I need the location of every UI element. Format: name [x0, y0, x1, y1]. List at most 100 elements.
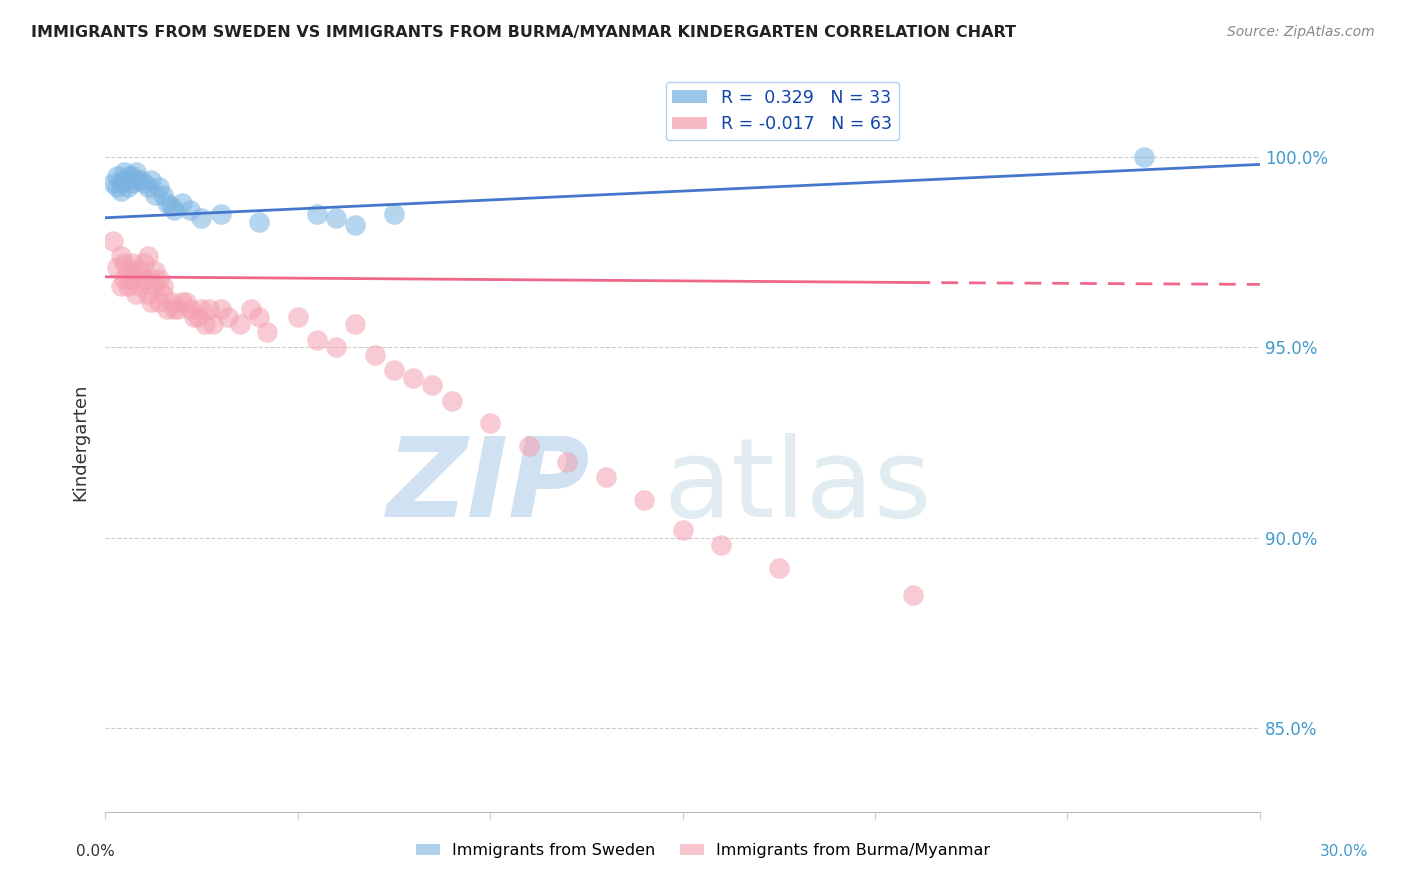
- Point: [136, 287, 159, 301]
- Point: [114, 256, 136, 270]
- Point: [125, 287, 148, 301]
- Point: [363, 348, 385, 362]
- Point: [256, 325, 278, 339]
- Point: [105, 260, 128, 275]
- Point: [132, 256, 155, 270]
- Point: [121, 256, 143, 270]
- Point: [125, 264, 148, 278]
- Point: [125, 165, 148, 179]
- Point: [101, 177, 124, 191]
- Point: [194, 318, 217, 332]
- Point: [179, 302, 201, 317]
- Point: [167, 302, 190, 317]
- Text: atlas: atlas: [664, 434, 932, 541]
- Text: Source: ZipAtlas.com: Source: ZipAtlas.com: [1227, 25, 1375, 39]
- Point: [143, 264, 166, 278]
- Point: [201, 318, 224, 332]
- Point: [152, 279, 174, 293]
- Point: [768, 561, 790, 575]
- Point: [159, 294, 181, 309]
- Point: [209, 207, 232, 221]
- Point: [152, 187, 174, 202]
- Point: [148, 180, 170, 194]
- Point: [141, 271, 163, 285]
- Point: [110, 249, 132, 263]
- Point: [240, 302, 263, 317]
- Point: [110, 279, 132, 293]
- Point: [156, 195, 179, 210]
- Point: [555, 454, 578, 468]
- Point: [105, 180, 128, 194]
- Point: [247, 214, 270, 228]
- Point: [156, 302, 179, 317]
- Point: [110, 184, 132, 198]
- Point: [132, 177, 155, 191]
- Point: [117, 279, 139, 293]
- Point: [110, 177, 132, 191]
- Point: [121, 169, 143, 183]
- Point: [174, 294, 197, 309]
- Point: [163, 302, 186, 317]
- Point: [1133, 150, 1156, 164]
- Text: IMMIGRANTS FROM SWEDEN VS IMMIGRANTS FROM BURMA/MYANMAR KINDERGARTEN CORRELATION: IMMIGRANTS FROM SWEDEN VS IMMIGRANTS FRO…: [31, 25, 1017, 40]
- Point: [305, 333, 328, 347]
- Point: [128, 279, 150, 293]
- Point: [402, 370, 425, 384]
- Point: [517, 439, 540, 453]
- Point: [163, 203, 186, 218]
- Point: [117, 180, 139, 194]
- Point: [382, 363, 405, 377]
- Point: [121, 177, 143, 191]
- Point: [172, 195, 194, 210]
- Point: [114, 165, 136, 179]
- Point: [190, 302, 212, 317]
- Point: [148, 271, 170, 285]
- Point: [117, 169, 139, 183]
- Point: [710, 538, 733, 552]
- Point: [305, 207, 328, 221]
- Point: [141, 294, 163, 309]
- Point: [209, 302, 232, 317]
- Point: [440, 393, 463, 408]
- Point: [125, 172, 148, 186]
- Point: [633, 492, 655, 507]
- Point: [101, 234, 124, 248]
- Text: ZIP: ZIP: [387, 434, 591, 541]
- Point: [595, 470, 617, 484]
- Point: [183, 310, 205, 324]
- Point: [903, 588, 925, 602]
- Point: [105, 169, 128, 183]
- Point: [141, 172, 163, 186]
- Point: [229, 318, 252, 332]
- Point: [187, 310, 209, 324]
- Point: [128, 264, 150, 278]
- Legend: R =  0.329   N = 33, R = -0.017   N = 63: R = 0.329 N = 33, R = -0.017 N = 63: [665, 82, 898, 140]
- Point: [128, 172, 150, 186]
- Point: [159, 199, 181, 213]
- Point: [382, 207, 405, 221]
- Legend: Immigrants from Sweden, Immigrants from Burma/Myanmar: Immigrants from Sweden, Immigrants from …: [409, 837, 997, 864]
- Point: [671, 523, 693, 537]
- Point: [148, 294, 170, 309]
- Point: [121, 271, 143, 285]
- Point: [132, 271, 155, 285]
- Point: [114, 172, 136, 186]
- Point: [247, 310, 270, 324]
- Point: [198, 302, 221, 317]
- Text: 30.0%: 30.0%: [1320, 845, 1368, 859]
- Point: [325, 340, 347, 354]
- Point: [117, 264, 139, 278]
- Point: [190, 211, 212, 225]
- Point: [136, 249, 159, 263]
- Point: [287, 310, 309, 324]
- Point: [179, 203, 201, 218]
- Text: 0.0%: 0.0%: [76, 845, 115, 859]
- Point: [114, 271, 136, 285]
- Point: [344, 219, 367, 233]
- Point: [143, 187, 166, 202]
- Point: [479, 417, 502, 431]
- Point: [344, 318, 367, 332]
- Point: [325, 211, 347, 225]
- Point: [143, 279, 166, 293]
- Y-axis label: Kindergarten: Kindergarten: [72, 384, 89, 501]
